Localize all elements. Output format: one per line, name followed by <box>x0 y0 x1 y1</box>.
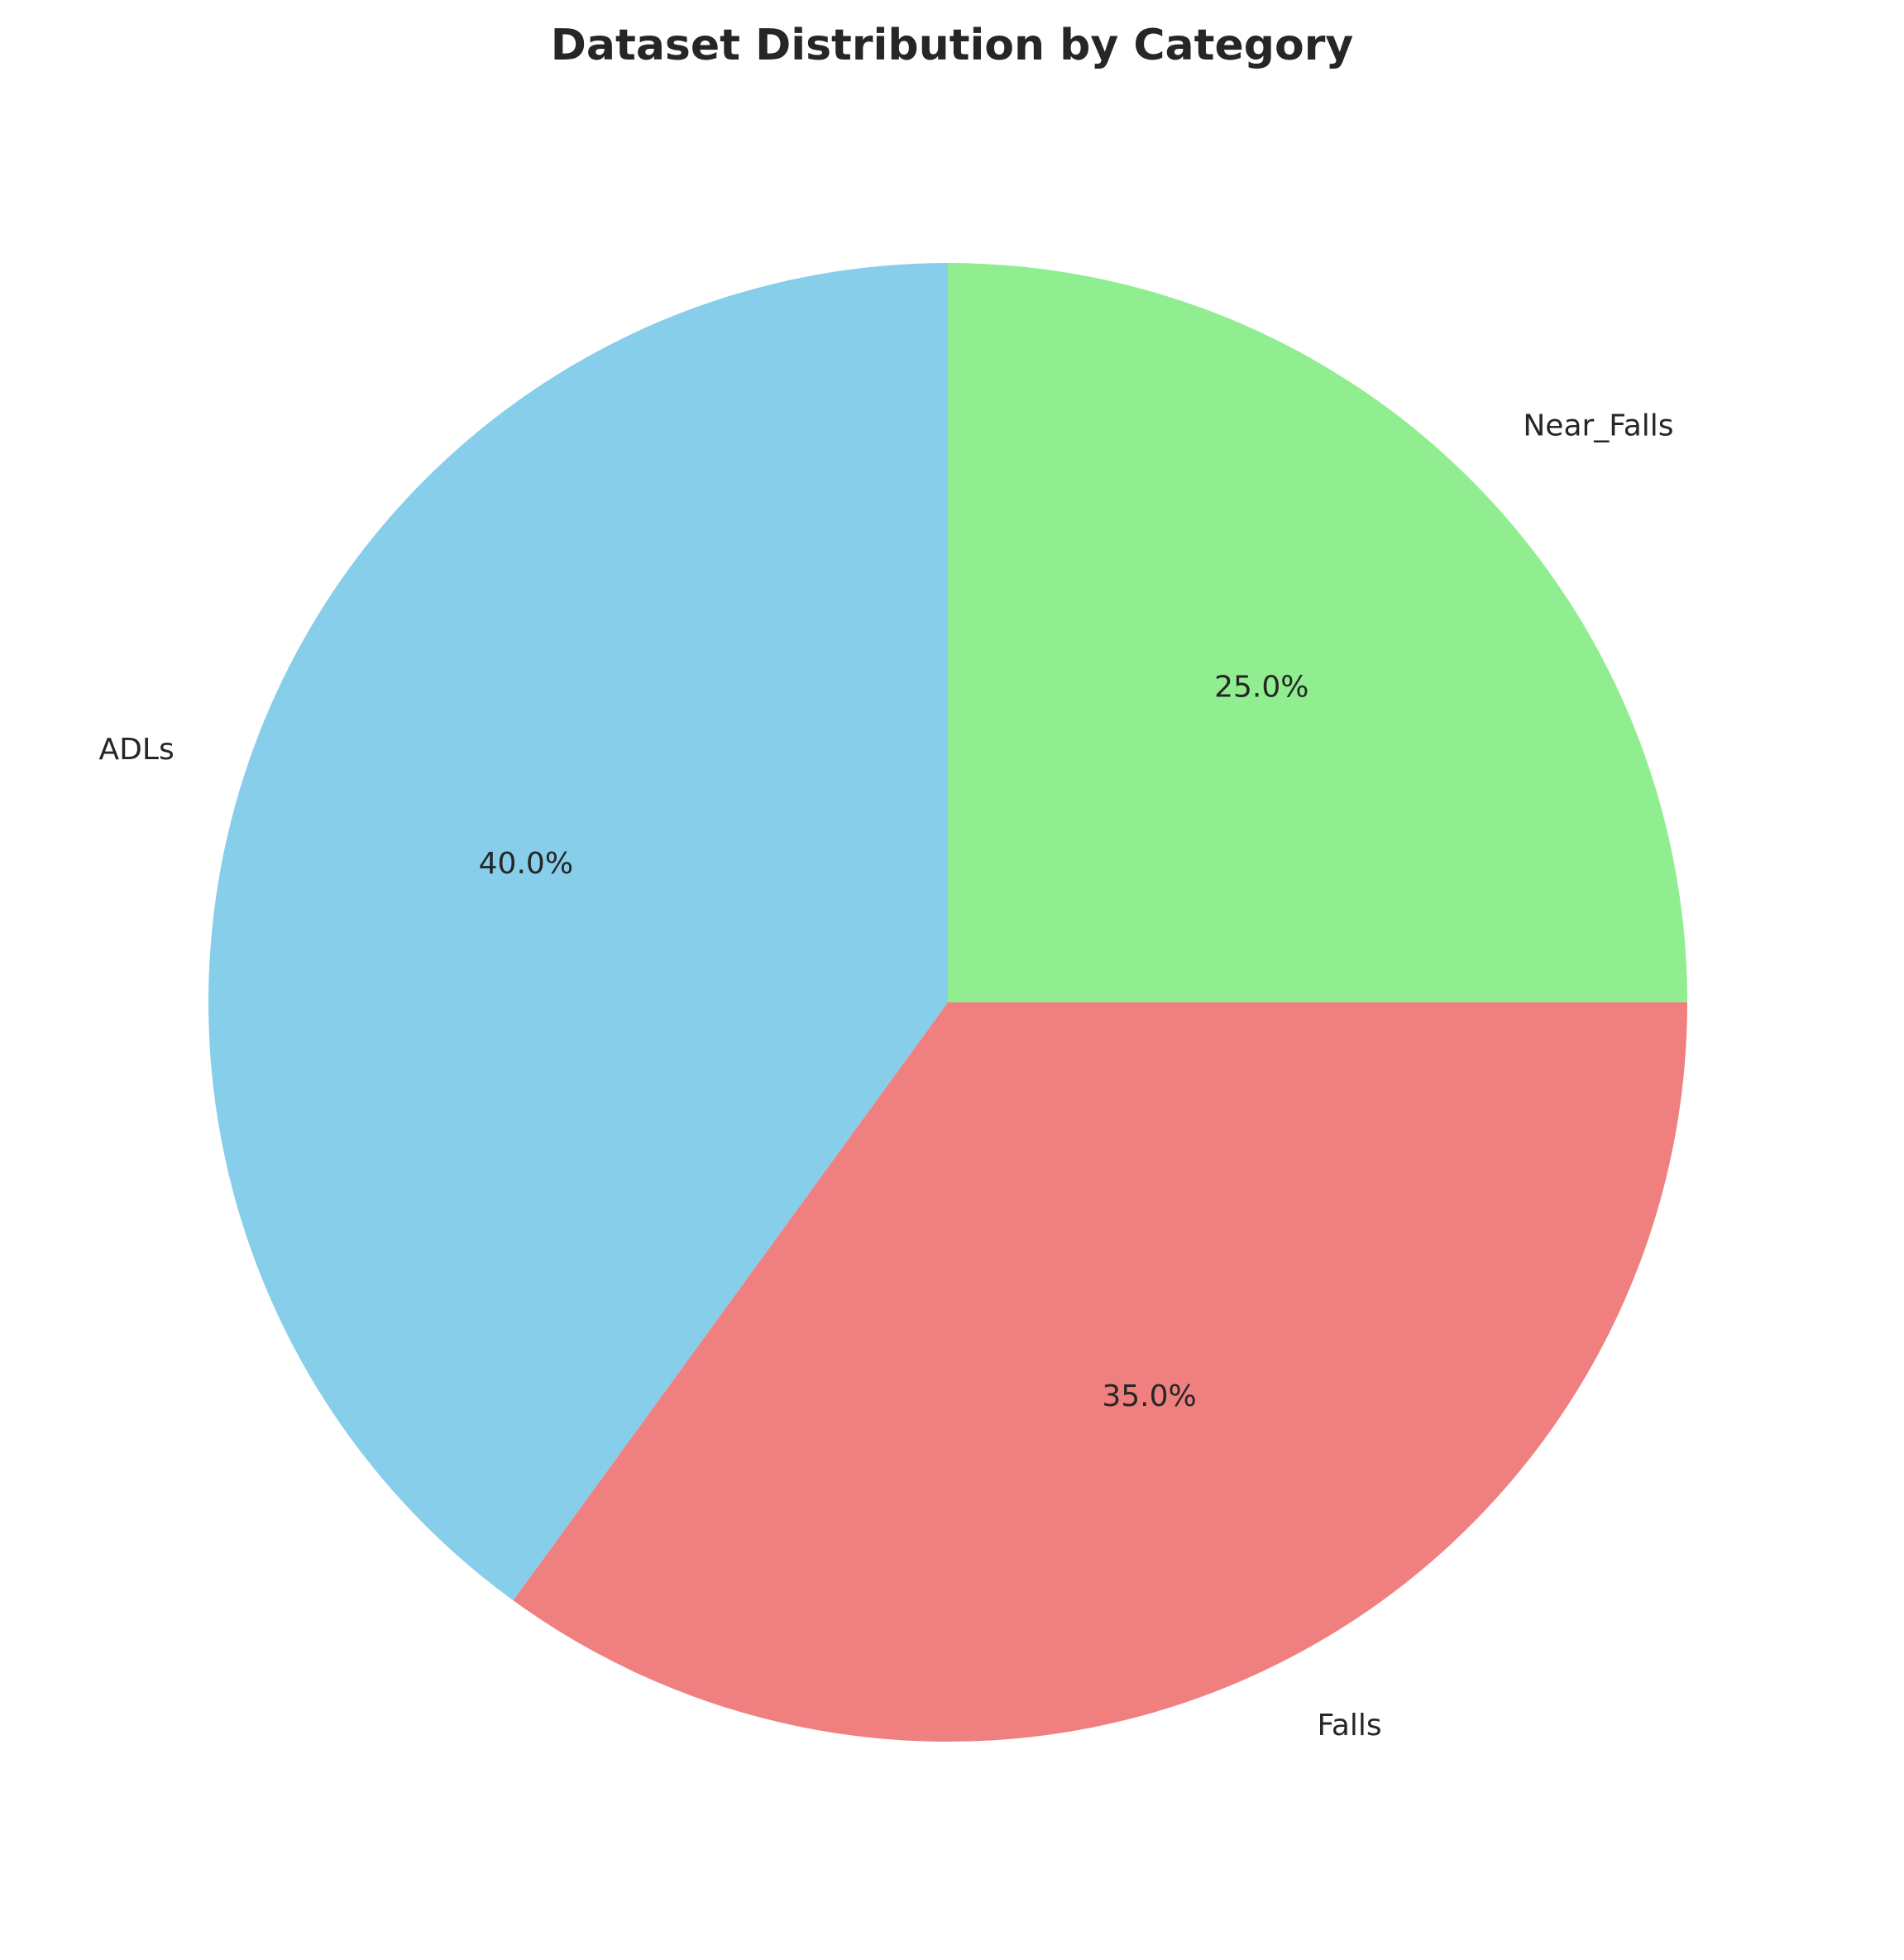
slice-percent-near-falls: 25.0% <box>1214 671 1308 705</box>
slice-percent-adls: 40.0% <box>479 847 573 881</box>
slice-label-falls: Falls <box>1317 1709 1381 1742</box>
slice-percent-falls: 35.0% <box>1102 1379 1196 1413</box>
pie-slice-adls <box>208 263 949 1601</box>
slice-label-near-falls: Near_Falls <box>1523 409 1673 443</box>
pie-slice-near-falls <box>948 263 1687 1002</box>
pie-labels: ADLs 40.0% Falls 35.0% Near_Falls 25.0% <box>99 409 1674 1743</box>
chart-title: Dataset Distribution by Category <box>551 21 1354 70</box>
pie-slices <box>208 263 1687 1742</box>
pie-slice-falls <box>513 1002 1687 1742</box>
slice-label-adls: ADLs <box>99 733 175 767</box>
